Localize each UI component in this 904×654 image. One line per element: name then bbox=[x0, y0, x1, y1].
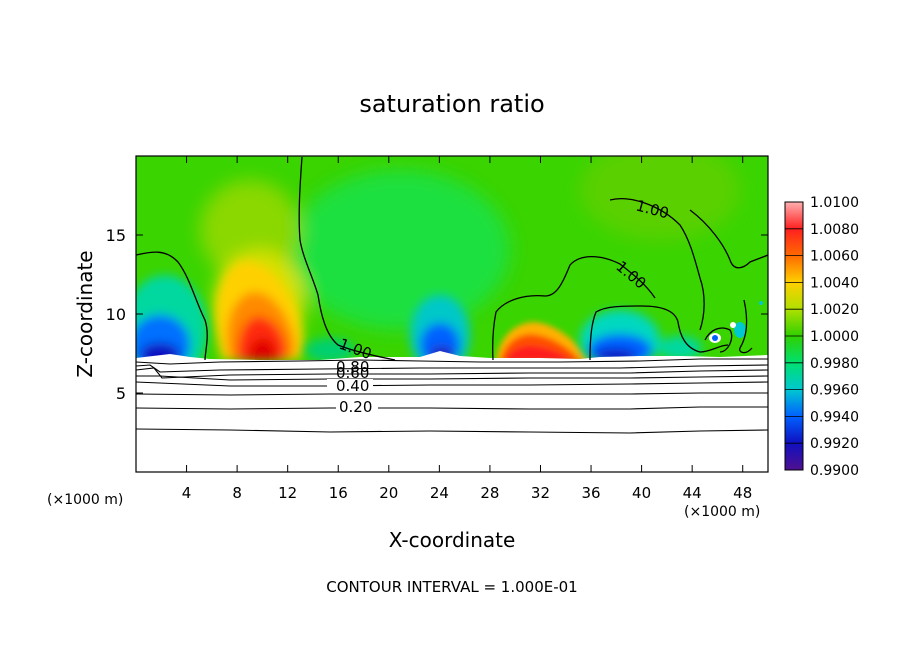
colorbar: 1.0100 1.0080 1.0060 1.0040 1.0020 1.0000 0.99… bbox=[784, 195, 859, 479]
lower-region bbox=[136, 351, 768, 472]
x-units-right: (×1000 m) bbox=[684, 504, 760, 520]
colorbar-label: 1.0080 bbox=[810, 222, 859, 238]
colorbar-label: 1.0040 bbox=[810, 275, 859, 291]
x-tick-label: 16 bbox=[329, 484, 348, 502]
colorbar-label: 1.0000 bbox=[810, 329, 859, 345]
right-edge-features bbox=[709, 301, 763, 343]
contour-label: 0.60 bbox=[336, 364, 369, 382]
x-tick-label: 4 bbox=[182, 484, 192, 502]
contour-1-00-lines bbox=[136, 156, 768, 361]
contour-label-masks bbox=[327, 379, 378, 413]
plot-area bbox=[136, 156, 768, 472]
warm-region-left bbox=[215, 261, 304, 360]
x-axis-label: X-coordinate bbox=[389, 528, 516, 552]
x-tick-label: 8 bbox=[232, 484, 242, 502]
contour-interval-note: CONTOUR INTERVAL = 1.000E-01 bbox=[326, 578, 577, 596]
x-tick-label: 12 bbox=[278, 484, 297, 502]
y-axis-ticks: 5 10 15 bbox=[106, 226, 768, 403]
colorbar-label: 1.0100 bbox=[810, 195, 859, 211]
x-tick-label: 40 bbox=[632, 484, 651, 502]
x-tick-label: 24 bbox=[430, 484, 449, 502]
colorbar-label: 0.9960 bbox=[810, 383, 859, 399]
colorbar-label: 0.9920 bbox=[810, 436, 859, 452]
contour-label: 0.20 bbox=[339, 398, 372, 416]
contour-label: 0.40 bbox=[336, 377, 369, 395]
x-tick-label: 48 bbox=[733, 484, 752, 502]
colorbar-label: 1.0060 bbox=[810, 249, 859, 265]
y-tick-label: 15 bbox=[106, 226, 126, 245]
y-axis-label: Z-coordinate bbox=[73, 250, 97, 377]
colorbar-label: 0.9940 bbox=[810, 409, 859, 425]
colorbar-label: 1.0020 bbox=[810, 302, 859, 318]
chart-title: saturation ratio bbox=[359, 90, 544, 118]
x-tick-label: 20 bbox=[379, 484, 398, 502]
colorbar-label: 0.9980 bbox=[810, 356, 859, 372]
y-tick-label: 5 bbox=[116, 384, 126, 403]
contour-label: 0.80 bbox=[336, 358, 369, 376]
colorbar-ticks: 1.0100 1.0080 1.0060 1.0040 1.0020 1.0000 0.99… bbox=[785, 195, 859, 479]
lower-contours bbox=[136, 358, 768, 434]
colorbar-label: 0.9900 bbox=[810, 463, 859, 479]
x-tick-label: 36 bbox=[581, 484, 600, 502]
y-tick-label: 10 bbox=[106, 305, 126, 324]
warm-region-right bbox=[496, 322, 590, 362]
x-tick-label: 28 bbox=[480, 484, 499, 502]
x-tick-label: 44 bbox=[683, 484, 702, 502]
x-axis-ticks: 4 8 12 16 20 24 28 32 36 40 44 48 bbox=[182, 156, 752, 502]
x-tick-label: 32 bbox=[531, 484, 550, 502]
x-units-left: (×1000 m) bbox=[47, 492, 123, 508]
